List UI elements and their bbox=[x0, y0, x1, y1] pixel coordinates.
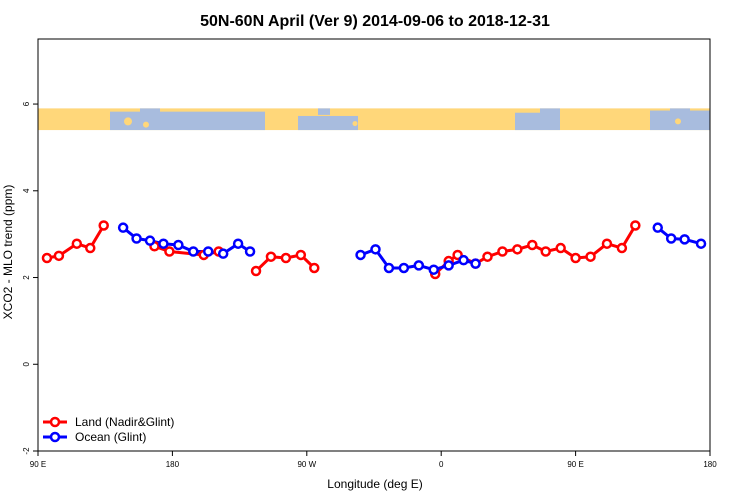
axes-layer: 90 E 180 90 W 0 90 E 180 -2 0 2 4 6 bbox=[22, 101, 717, 469]
x-tick-label: 0 bbox=[439, 460, 444, 469]
chart-title: 50N-60N April (Ver 9) 2014-09-06 to 2018… bbox=[200, 13, 550, 30]
data-point bbox=[309, 262, 320, 274]
data-point bbox=[280, 252, 292, 264]
data-point bbox=[695, 238, 707, 249]
data-point bbox=[665, 233, 677, 244]
data-point bbox=[601, 238, 613, 249]
data-point bbox=[85, 242, 96, 254]
data-point bbox=[164, 246, 175, 257]
data-point bbox=[555, 242, 566, 254]
map-island bbox=[124, 117, 132, 126]
series-line bbox=[122, 226, 251, 256]
data-point bbox=[413, 260, 425, 271]
y-tick-label: 0 bbox=[22, 361, 31, 366]
map-ocean-area bbox=[140, 108, 160, 116]
series-line bbox=[434, 224, 637, 276]
legend: Land (Nadir&Glint)Ocean (Glint) bbox=[43, 415, 174, 444]
y-tick-label: -2 bbox=[22, 447, 31, 455]
data-point bbox=[250, 265, 262, 277]
data-point bbox=[458, 254, 469, 266]
y-tick-label: 2 bbox=[22, 275, 31, 280]
x-tick-label: 90 E bbox=[567, 460, 583, 469]
map-ocean-area bbox=[540, 108, 560, 115]
data-point bbox=[173, 239, 184, 251]
data-point bbox=[188, 246, 199, 257]
map-island bbox=[352, 121, 358, 127]
data-point bbox=[398, 262, 410, 274]
data-point bbox=[383, 262, 395, 274]
map-ocean-area bbox=[332, 119, 345, 128]
y-tick-label: 4 bbox=[22, 188, 31, 193]
legend-marker bbox=[49, 431, 61, 443]
map-island bbox=[675, 118, 681, 125]
legend-label: Ocean (Glint) bbox=[75, 430, 146, 444]
data-point bbox=[131, 233, 142, 244]
data-point bbox=[443, 260, 454, 271]
map-island bbox=[143, 121, 149, 128]
data-point bbox=[616, 242, 628, 254]
data-point bbox=[540, 246, 551, 257]
data-point bbox=[482, 251, 493, 262]
map-island bbox=[494, 116, 502, 124]
data-point bbox=[117, 222, 129, 233]
data-point bbox=[679, 234, 690, 245]
data-point bbox=[527, 239, 538, 251]
map-ocean-area bbox=[670, 108, 690, 114]
map-island bbox=[280, 114, 290, 125]
x-axis-label: Longitude (deg E) bbox=[327, 477, 422, 491]
y-tick-label: 6 bbox=[22, 101, 31, 106]
data-point bbox=[470, 258, 481, 269]
map-ocean-area bbox=[515, 112, 560, 131]
data-point bbox=[585, 251, 596, 262]
data-point bbox=[71, 238, 83, 249]
map-ocean-area bbox=[298, 115, 358, 131]
plot-frame bbox=[37, 38, 711, 452]
series-layer bbox=[41, 220, 707, 280]
x-tick-label: 180 bbox=[703, 460, 717, 469]
data-point bbox=[355, 249, 366, 261]
data-point bbox=[41, 252, 53, 264]
data-point bbox=[98, 220, 109, 231]
map-ocean-area bbox=[110, 111, 265, 131]
data-point bbox=[630, 220, 641, 231]
data-point bbox=[53, 250, 65, 262]
data-point bbox=[202, 246, 214, 257]
data-point bbox=[497, 246, 508, 257]
data-point bbox=[158, 238, 169, 249]
x-tick-label: 180 bbox=[166, 460, 180, 469]
data-point bbox=[428, 264, 439, 275]
map-ocean-area bbox=[318, 108, 330, 115]
data-point bbox=[370, 244, 381, 255]
data-point bbox=[244, 246, 256, 257]
data-point bbox=[232, 238, 244, 249]
data-point bbox=[570, 252, 581, 264]
data-point bbox=[295, 249, 307, 261]
y-axis-label: XCO2 - MLO trend (ppm) bbox=[1, 185, 15, 320]
world-map-strip bbox=[38, 108, 710, 131]
x-tick-label: 90 E bbox=[30, 460, 46, 469]
legend-marker bbox=[49, 416, 61, 428]
x-tick-label: 90 W bbox=[297, 460, 316, 469]
legend-label: Land (Nadir&Glint) bbox=[75, 415, 174, 429]
series-line bbox=[656, 226, 702, 246]
data-point bbox=[652, 222, 663, 233]
data-point bbox=[512, 244, 523, 255]
data-point bbox=[217, 248, 229, 259]
data-point bbox=[265, 251, 277, 262]
data-point bbox=[144, 235, 156, 246]
